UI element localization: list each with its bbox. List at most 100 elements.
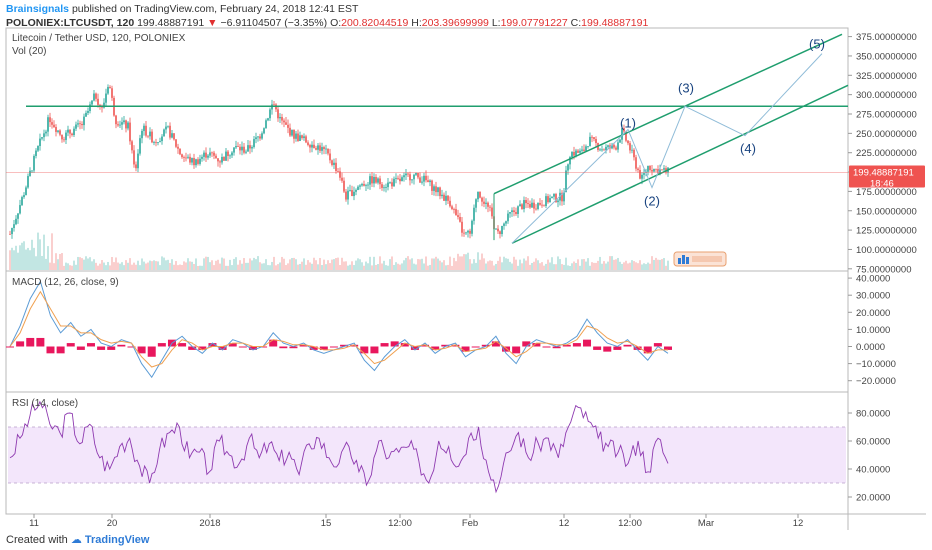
candle-body [85,112,87,117]
candle-body [309,144,311,148]
volume-bar [489,260,491,270]
wave-label: (5) [809,36,825,51]
volume-bar [597,260,599,270]
volume-bar [109,265,111,270]
macd-histogram-bar [481,344,490,347]
candle-body [193,158,195,166]
macd-histogram-bar [623,344,632,347]
candle-body [513,210,515,213]
candle-body [427,180,429,183]
volume-bar [631,260,633,270]
candle-body [251,147,253,149]
candle-body [431,180,433,191]
candle-body [585,146,587,151]
volume-bar [637,263,639,270]
candle-body [179,148,181,155]
candle-body [281,116,283,121]
time-tick-label: 12:00 [618,518,642,529]
candle-body [367,184,369,186]
volume-bar [551,257,553,270]
volume-bar [133,262,135,270]
volume-bar [403,260,405,270]
volume-bar [179,264,181,270]
candle-body [131,141,133,151]
candle-body [283,120,285,123]
candle-body [207,155,209,158]
volume-bar [627,263,629,270]
volume-bar [31,239,33,270]
candle-body [55,127,57,132]
volume-bar [319,257,321,270]
candle-body [499,231,501,235]
candle-body [265,120,267,129]
candle-body [531,202,533,208]
last-price-tag [849,165,925,188]
volume-bar [527,256,529,270]
candle-body [629,143,631,151]
volume-bar [463,254,465,270]
candle-body [33,155,35,171]
candle-body [81,123,83,126]
volume-bar [195,258,197,270]
volume-bar [229,259,231,270]
candle-body [79,123,81,125]
candle-body [89,104,91,111]
volume-bar [605,263,607,270]
macd-histogram-bar [238,346,247,348]
candle-body [117,124,119,126]
candle-body [233,147,235,153]
volume-bar [21,242,23,270]
volume-bar [583,259,585,270]
candle-body [17,213,19,219]
rsi-tick-label: 80.0000 [856,409,890,420]
macd-title: MACD (12, 26, close, 9) [12,277,119,288]
candle-body [23,195,25,198]
candle-body [649,165,651,171]
tradingview-link[interactable]: TradingView [84,534,150,546]
candle-body [397,177,399,179]
volume-bar [433,258,435,270]
candle-body [97,98,99,105]
macd-histogram-bar [461,346,470,352]
volume-bar [565,257,567,270]
time-tick-label: Mar [698,518,714,529]
rsi-tick-label: 20.0000 [856,493,890,504]
candle-body [435,186,437,193]
candle-body [285,122,287,125]
volume-bar [147,262,149,270]
volume-bar [415,264,417,270]
candle-body [405,173,407,176]
candle-body [329,153,331,161]
candle-body [209,152,211,156]
volume-bar [81,258,83,270]
last-price: 199.48887191 [137,17,205,29]
volume-bar [369,256,371,270]
candle-body [273,104,275,106]
drawings[interactable]: (1) (2) (3) (4) (5) [6,33,849,244]
candle-body [587,146,589,147]
volume-bar [661,259,663,270]
candle-body [71,133,73,135]
volume-bar [171,259,173,270]
candle-body [527,203,529,205]
candle-body [389,182,391,184]
volume-bar [337,257,339,270]
candle-body [287,124,289,128]
macd-pane[interactable] [5,270,849,393]
volume-bar [413,263,415,270]
publisher-link[interactable]: Brainsignals [6,3,70,15]
volume-bar [87,258,89,270]
volume-bar [397,263,399,270]
volume-bar [149,260,151,270]
price-tick-label: 275.00000000 [856,110,917,121]
candle-body [529,204,531,208]
volume-bar [393,264,395,270]
candle-body [189,156,191,163]
macd-histogram-bar [137,346,146,354]
candle-body [57,130,59,132]
candle-body [259,136,261,139]
candle-body [663,168,665,170]
macd-histogram-bar [289,346,298,349]
volume-bar [97,265,99,270]
